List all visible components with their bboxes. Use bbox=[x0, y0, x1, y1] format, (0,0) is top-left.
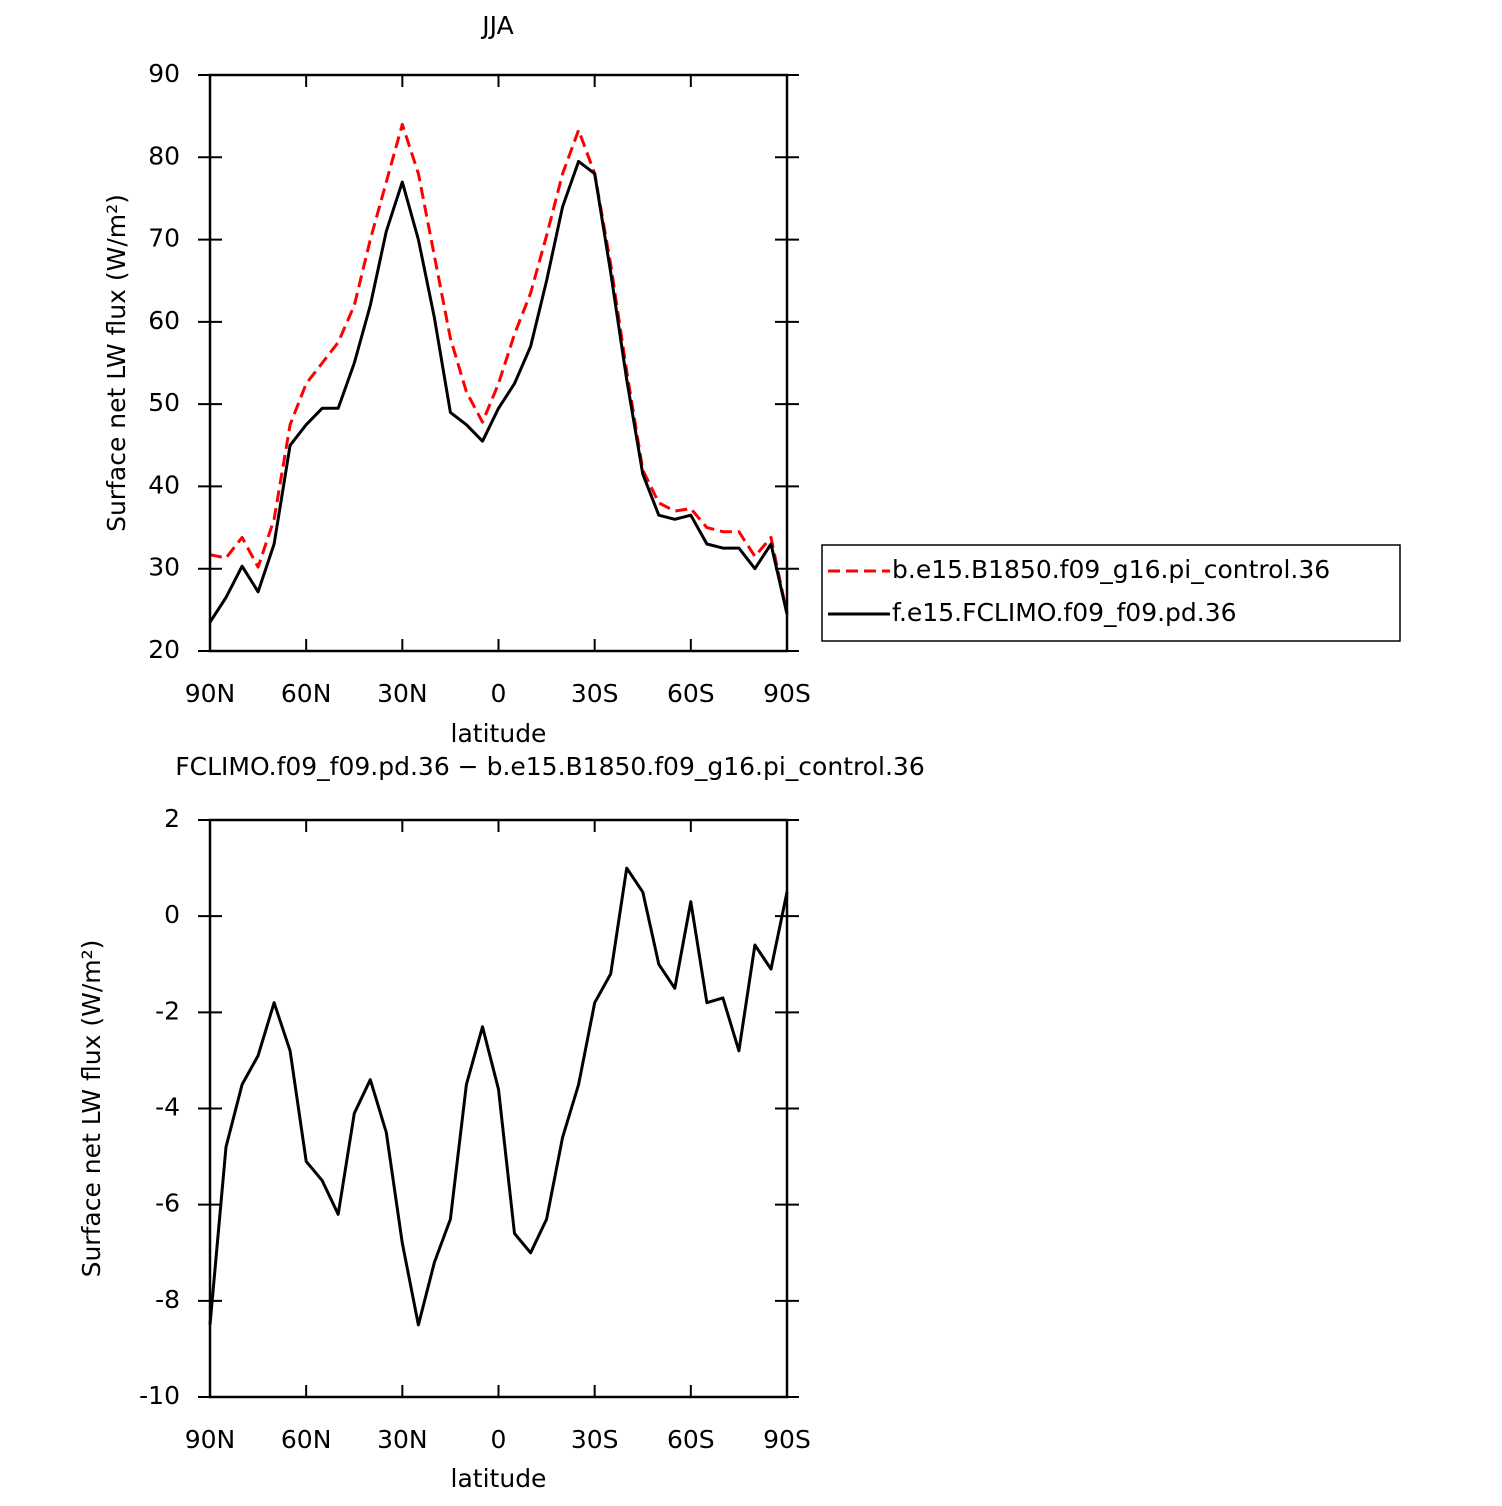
x-tick-label: 30N bbox=[377, 1425, 428, 1454]
y-tick-label: -2 bbox=[155, 996, 180, 1025]
y-tick-label: 30 bbox=[148, 553, 180, 582]
x-tick-label: 90N bbox=[185, 679, 236, 708]
y-tick-label: 70 bbox=[148, 224, 180, 253]
x-tick-label: 90S bbox=[763, 1425, 811, 1454]
plot-frame bbox=[208, 73, 789, 653]
y-tick-label: -10 bbox=[139, 1381, 180, 1410]
y-tick-label: 50 bbox=[148, 388, 180, 417]
data-line bbox=[209, 122, 789, 615]
y-tick-label: 0 bbox=[164, 900, 180, 929]
data-line bbox=[208, 159, 789, 624]
x-axis-label: latitude bbox=[451, 719, 547, 748]
x-tick-label: 30S bbox=[571, 679, 619, 708]
x-tick-label: 60S bbox=[667, 679, 715, 708]
x-axis-label: latitude bbox=[451, 1464, 547, 1493]
x-tick-label: 60N bbox=[281, 679, 332, 708]
x-tick-label: 0 bbox=[491, 1425, 507, 1454]
x-tick-label: 60S bbox=[667, 1425, 715, 1454]
y-tick-label: 2 bbox=[164, 804, 180, 833]
y-tick-label: 60 bbox=[148, 306, 180, 335]
legend-box bbox=[821, 544, 1401, 642]
plot-frame bbox=[208, 818, 789, 1399]
x-tick-label: 30N bbox=[377, 679, 428, 708]
x-tick-label: 90S bbox=[763, 679, 811, 708]
legend-label: f.e15.FCLIMO.f09_f09.pd.36 bbox=[892, 598, 1237, 627]
y-axis-label: Surface net LW flux (W/m²) bbox=[102, 194, 131, 532]
x-tick-label: 60N bbox=[281, 1425, 332, 1454]
x-tick-label: 30S bbox=[571, 1425, 619, 1454]
chart-title: JJA bbox=[480, 11, 513, 40]
x-tick-label: 0 bbox=[491, 679, 507, 708]
chart-title: FCLIMO.f09_f09.pd.36 − b.e15.B1850.f09_g… bbox=[175, 752, 924, 781]
x-tick-label: 90N bbox=[185, 1425, 236, 1454]
y-tick-label: -4 bbox=[155, 1093, 180, 1122]
y-tick-label: 40 bbox=[148, 470, 180, 499]
y-tick-label: 20 bbox=[148, 635, 180, 664]
y-tick-label: 80 bbox=[148, 141, 180, 170]
legend-label: b.e15.B1850.f09_g16.pi_control.36 bbox=[892, 555, 1330, 584]
y-tick-label: -8 bbox=[155, 1285, 180, 1314]
y-tick-label: -6 bbox=[155, 1189, 180, 1218]
y-axis-label: Surface net LW flux (W/m²) bbox=[77, 940, 106, 1278]
data-line bbox=[208, 866, 789, 1327]
y-tick-label: 90 bbox=[148, 59, 180, 88]
